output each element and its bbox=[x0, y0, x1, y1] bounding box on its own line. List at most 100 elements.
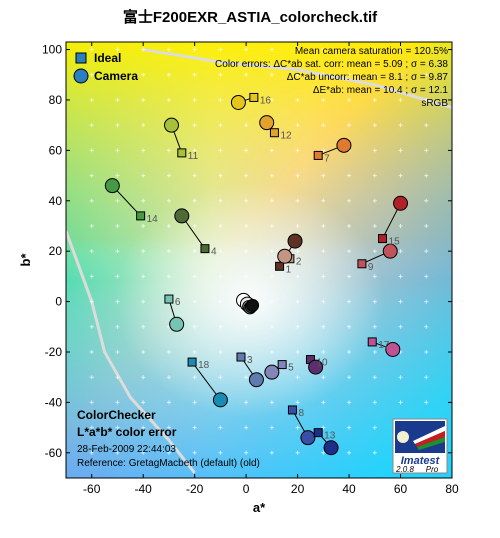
grid-mark bbox=[141, 72, 146, 77]
grid-mark bbox=[295, 324, 300, 329]
grid-mark bbox=[372, 72, 377, 77]
grid-mark bbox=[244, 249, 249, 254]
camera-point bbox=[230, 94, 246, 110]
grid-mark bbox=[295, 425, 300, 430]
grid-mark bbox=[141, 198, 146, 203]
grid-mark bbox=[321, 47, 326, 52]
grid-mark bbox=[347, 123, 352, 128]
grid-mark bbox=[166, 47, 171, 52]
grid-mark bbox=[141, 148, 146, 153]
grid-mark bbox=[398, 223, 403, 228]
grid-mark bbox=[372, 249, 377, 254]
patch-number-label: 15 bbox=[389, 237, 401, 248]
y-tick-label: 60 bbox=[49, 143, 63, 157]
grid-mark bbox=[218, 97, 223, 102]
grid-mark bbox=[166, 274, 171, 279]
camera-point bbox=[385, 341, 401, 357]
x-tick-label: 20 bbox=[291, 482, 305, 496]
y-axis-label: b* bbox=[18, 253, 33, 267]
grid-mark bbox=[424, 198, 429, 203]
grid-mark bbox=[115, 97, 120, 102]
grid-mark bbox=[398, 72, 403, 77]
grid-mark bbox=[115, 324, 120, 329]
grid-mark bbox=[218, 324, 223, 329]
camera-point bbox=[174, 208, 190, 224]
grid-mark bbox=[141, 249, 146, 254]
ideal-point bbox=[177, 148, 187, 158]
grid-mark bbox=[372, 148, 377, 153]
grid-mark bbox=[218, 173, 223, 178]
grid-mark bbox=[89, 299, 94, 304]
grid-mark bbox=[89, 400, 94, 405]
grid-mark bbox=[398, 400, 403, 405]
grid-mark bbox=[192, 148, 197, 153]
info-reference: Reference: GretagMacbeth (default) (old) bbox=[77, 458, 260, 469]
grid-mark bbox=[372, 324, 377, 329]
y-tick-label: -20 bbox=[45, 345, 63, 359]
y-tick-label: -60 bbox=[45, 446, 63, 460]
patch-number-label: 17 bbox=[378, 340, 390, 351]
grid-mark bbox=[244, 148, 249, 153]
gamut-boundary bbox=[66, 48, 452, 474]
grid-mark bbox=[269, 97, 274, 102]
chart-title: 富士F200EXR_ASTIA_colorcheck.tif bbox=[122, 9, 378, 26]
grid-mark bbox=[115, 72, 120, 77]
grid-mark bbox=[166, 223, 171, 228]
grid-mark bbox=[244, 173, 249, 178]
grid-mark bbox=[347, 349, 352, 354]
grid-mark bbox=[115, 47, 120, 52]
grid-mark bbox=[244, 375, 249, 380]
grid-mark bbox=[166, 249, 171, 254]
stats-uncorr: ΔC*ab uncorr: mean = 8.1 ; σ = 9.87 bbox=[287, 72, 449, 83]
grid-mark bbox=[424, 223, 429, 228]
grid-mark bbox=[321, 450, 326, 455]
y-tick-label: 0 bbox=[55, 295, 62, 309]
camera-point bbox=[393, 195, 409, 211]
grid-mark bbox=[89, 249, 94, 254]
ideal-point bbox=[378, 234, 388, 244]
grid-mark bbox=[398, 47, 403, 52]
grid-mark bbox=[244, 400, 249, 405]
grid-mark bbox=[218, 450, 223, 455]
patch-number-label: 5 bbox=[288, 363, 294, 374]
grid-mark bbox=[321, 299, 326, 304]
legend: Ideal Camera bbox=[73, 51, 138, 84]
ideal-point bbox=[200, 244, 210, 254]
grid-mark bbox=[192, 223, 197, 228]
grid-mark bbox=[244, 198, 249, 203]
ideal-point bbox=[367, 337, 377, 347]
grid-mark bbox=[192, 173, 197, 178]
grid-mark bbox=[347, 274, 352, 279]
grid-mark bbox=[89, 349, 94, 354]
grid-mark bbox=[295, 349, 300, 354]
camera-point bbox=[104, 178, 120, 194]
grid-mark bbox=[115, 450, 120, 455]
grid-mark bbox=[372, 299, 377, 304]
ideal-point bbox=[275, 261, 285, 271]
patch-number-label: 12 bbox=[280, 131, 292, 142]
x-tick-label: -60 bbox=[83, 482, 101, 496]
grid-mark bbox=[269, 299, 274, 304]
y-tick-label: 20 bbox=[49, 244, 63, 258]
grid-mark bbox=[372, 173, 377, 178]
grid-mark bbox=[347, 223, 352, 228]
grid-mark bbox=[89, 450, 94, 455]
grid-mark bbox=[398, 375, 403, 380]
grid-mark bbox=[115, 223, 120, 228]
grid-mark bbox=[424, 173, 429, 178]
grid-mark bbox=[372, 123, 377, 128]
neutral-patch-point bbox=[246, 298, 260, 312]
grid-mark bbox=[398, 249, 403, 254]
camera-point bbox=[382, 243, 398, 259]
grid-mark bbox=[347, 425, 352, 430]
sun-icon bbox=[397, 431, 409, 443]
info-chart-name: ColorChecker bbox=[77, 408, 156, 422]
camera-point bbox=[164, 117, 180, 133]
grid-mark bbox=[321, 173, 326, 178]
grid-mark bbox=[89, 123, 94, 128]
grid-mark bbox=[218, 274, 223, 279]
grid-mark bbox=[218, 47, 223, 52]
grid-mark bbox=[166, 450, 171, 455]
camera-point bbox=[212, 392, 228, 408]
